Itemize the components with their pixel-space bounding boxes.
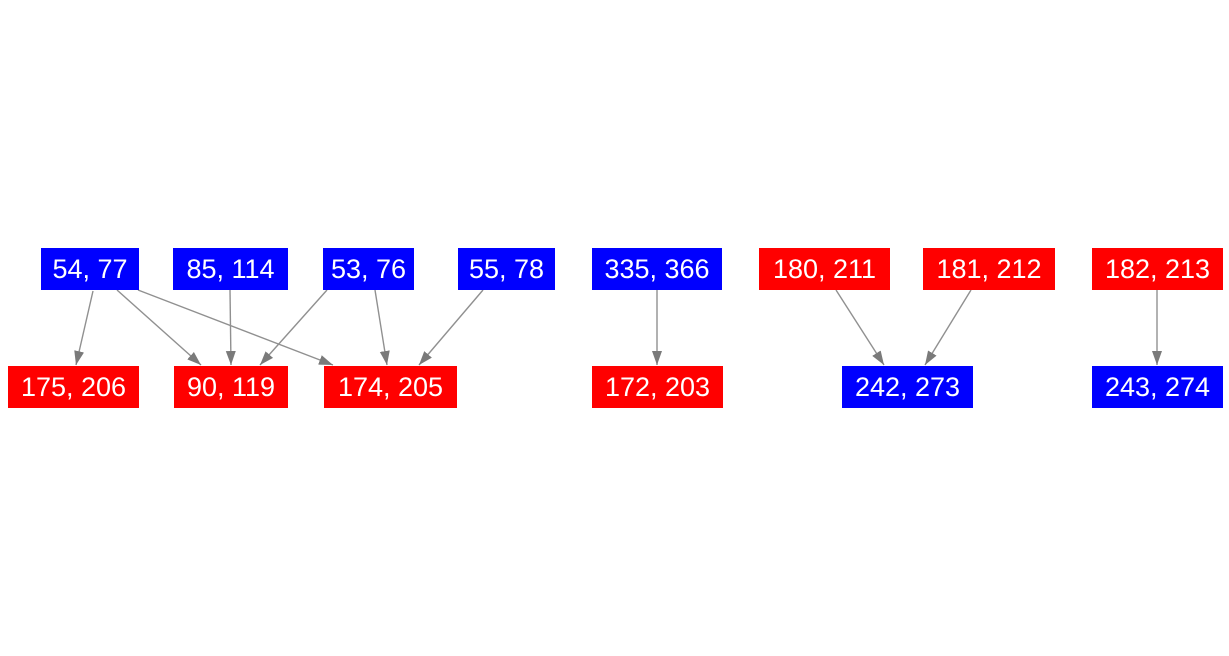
graph-node-54,77: 54, 77 — [41, 248, 139, 290]
graph-edge-181,212-to-242,273 — [924, 289, 972, 366]
graph-edge-53,76-to-174,205 — [374, 289, 390, 366]
graph-node-label: 172, 203 — [604, 371, 711, 402]
graph-node-175,206: 175, 206 — [8, 366, 139, 408]
graph-node-172,203: 172, 203 — [592, 366, 723, 408]
graph-node-label: 90, 119 — [186, 371, 276, 402]
graph-node-53,76: 53, 76 — [323, 248, 414, 290]
graph-node-335,366: 335, 366 — [592, 248, 722, 290]
graph-node-181,212: 181, 212 — [923, 248, 1055, 290]
graph-edge-85,114-to-90,119 — [225, 289, 236, 366]
graph-node-label: 335, 366 — [604, 253, 710, 284]
graph-node-174,205: 174, 205 — [324, 366, 457, 408]
graph-node-180,211: 180, 211 — [759, 248, 890, 290]
graph-node-90,119: 90, 119 — [174, 366, 288, 408]
graph-node-182,213: 182, 213 — [1092, 248, 1223, 290]
graph-node-label: 182, 213 — [1104, 253, 1211, 284]
graph-node-243,274: 243, 274 — [1092, 366, 1223, 408]
graph-node-label: 174, 205 — [337, 371, 444, 402]
graph-node-label: 242, 273 — [854, 371, 961, 402]
graph-edge-55,78-to-174,205 — [418, 289, 484, 366]
graph-node-label: 175, 206 — [20, 371, 127, 402]
graph-edge-54,77-to-174,205 — [137, 289, 334, 366]
graph-node-label: 243, 274 — [1104, 371, 1211, 402]
graph-node-label: 55, 78 — [468, 253, 545, 284]
graph-edge-54,77-to-175,206 — [74, 290, 94, 366]
graph-node-242,273: 242, 273 — [842, 366, 973, 408]
graph-edge-180,211-to-242,273 — [835, 289, 885, 366]
graph-node-label: 180, 211 — [772, 253, 877, 284]
graph-edge-54,77-to-90,119 — [116, 289, 202, 366]
graph-node-label: 54, 77 — [52, 253, 128, 284]
graph-node-85,114: 85, 114 — [173, 248, 288, 290]
graph-node-label: 181, 212 — [936, 253, 1042, 284]
graph-edge-53,76-to-90,119 — [259, 289, 328, 366]
graph-node-label: 85, 114 — [186, 253, 275, 284]
graph-node-label: 53, 76 — [330, 253, 407, 284]
graph-node-55,78: 55, 78 — [458, 248, 555, 290]
